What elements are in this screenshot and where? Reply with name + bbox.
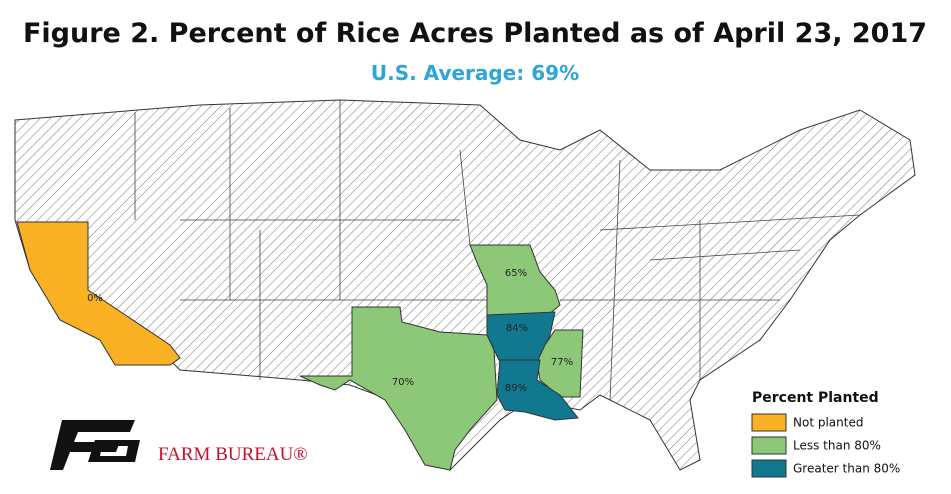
legend-label: Less than 80% xyxy=(793,439,881,453)
state-label: 0% xyxy=(87,293,103,304)
legend-label: Not planted xyxy=(793,416,863,430)
state-label: 77% xyxy=(551,357,573,368)
state-label: 65% xyxy=(505,268,527,279)
legend-swatch xyxy=(751,413,787,432)
state xyxy=(496,359,579,421)
regions: 0% 65% 84% 70% 77% 89% xyxy=(16,221,584,471)
state-label: 70% xyxy=(392,377,414,388)
state-label: 89% xyxy=(505,383,527,394)
legend-swatch xyxy=(751,459,787,478)
subtitle: U.S. Average: 69% xyxy=(371,61,579,85)
legend-label: Greater than 80% xyxy=(793,462,900,476)
legend-swatch xyxy=(751,436,787,455)
title: Figure 2. Percent of Rice Acres Planted … xyxy=(23,18,927,49)
state xyxy=(299,306,498,471)
logo: FARM BUREAU® xyxy=(50,420,308,470)
state xyxy=(469,244,561,316)
logo-text: FARM BUREAU® xyxy=(158,444,308,465)
state-label: 84% xyxy=(506,323,528,334)
us-outline xyxy=(14,99,916,471)
legend: Percent Planted Not planted Less than 80%… xyxy=(751,390,900,478)
legend-title: Percent Planted xyxy=(752,390,879,406)
state xyxy=(16,221,181,366)
